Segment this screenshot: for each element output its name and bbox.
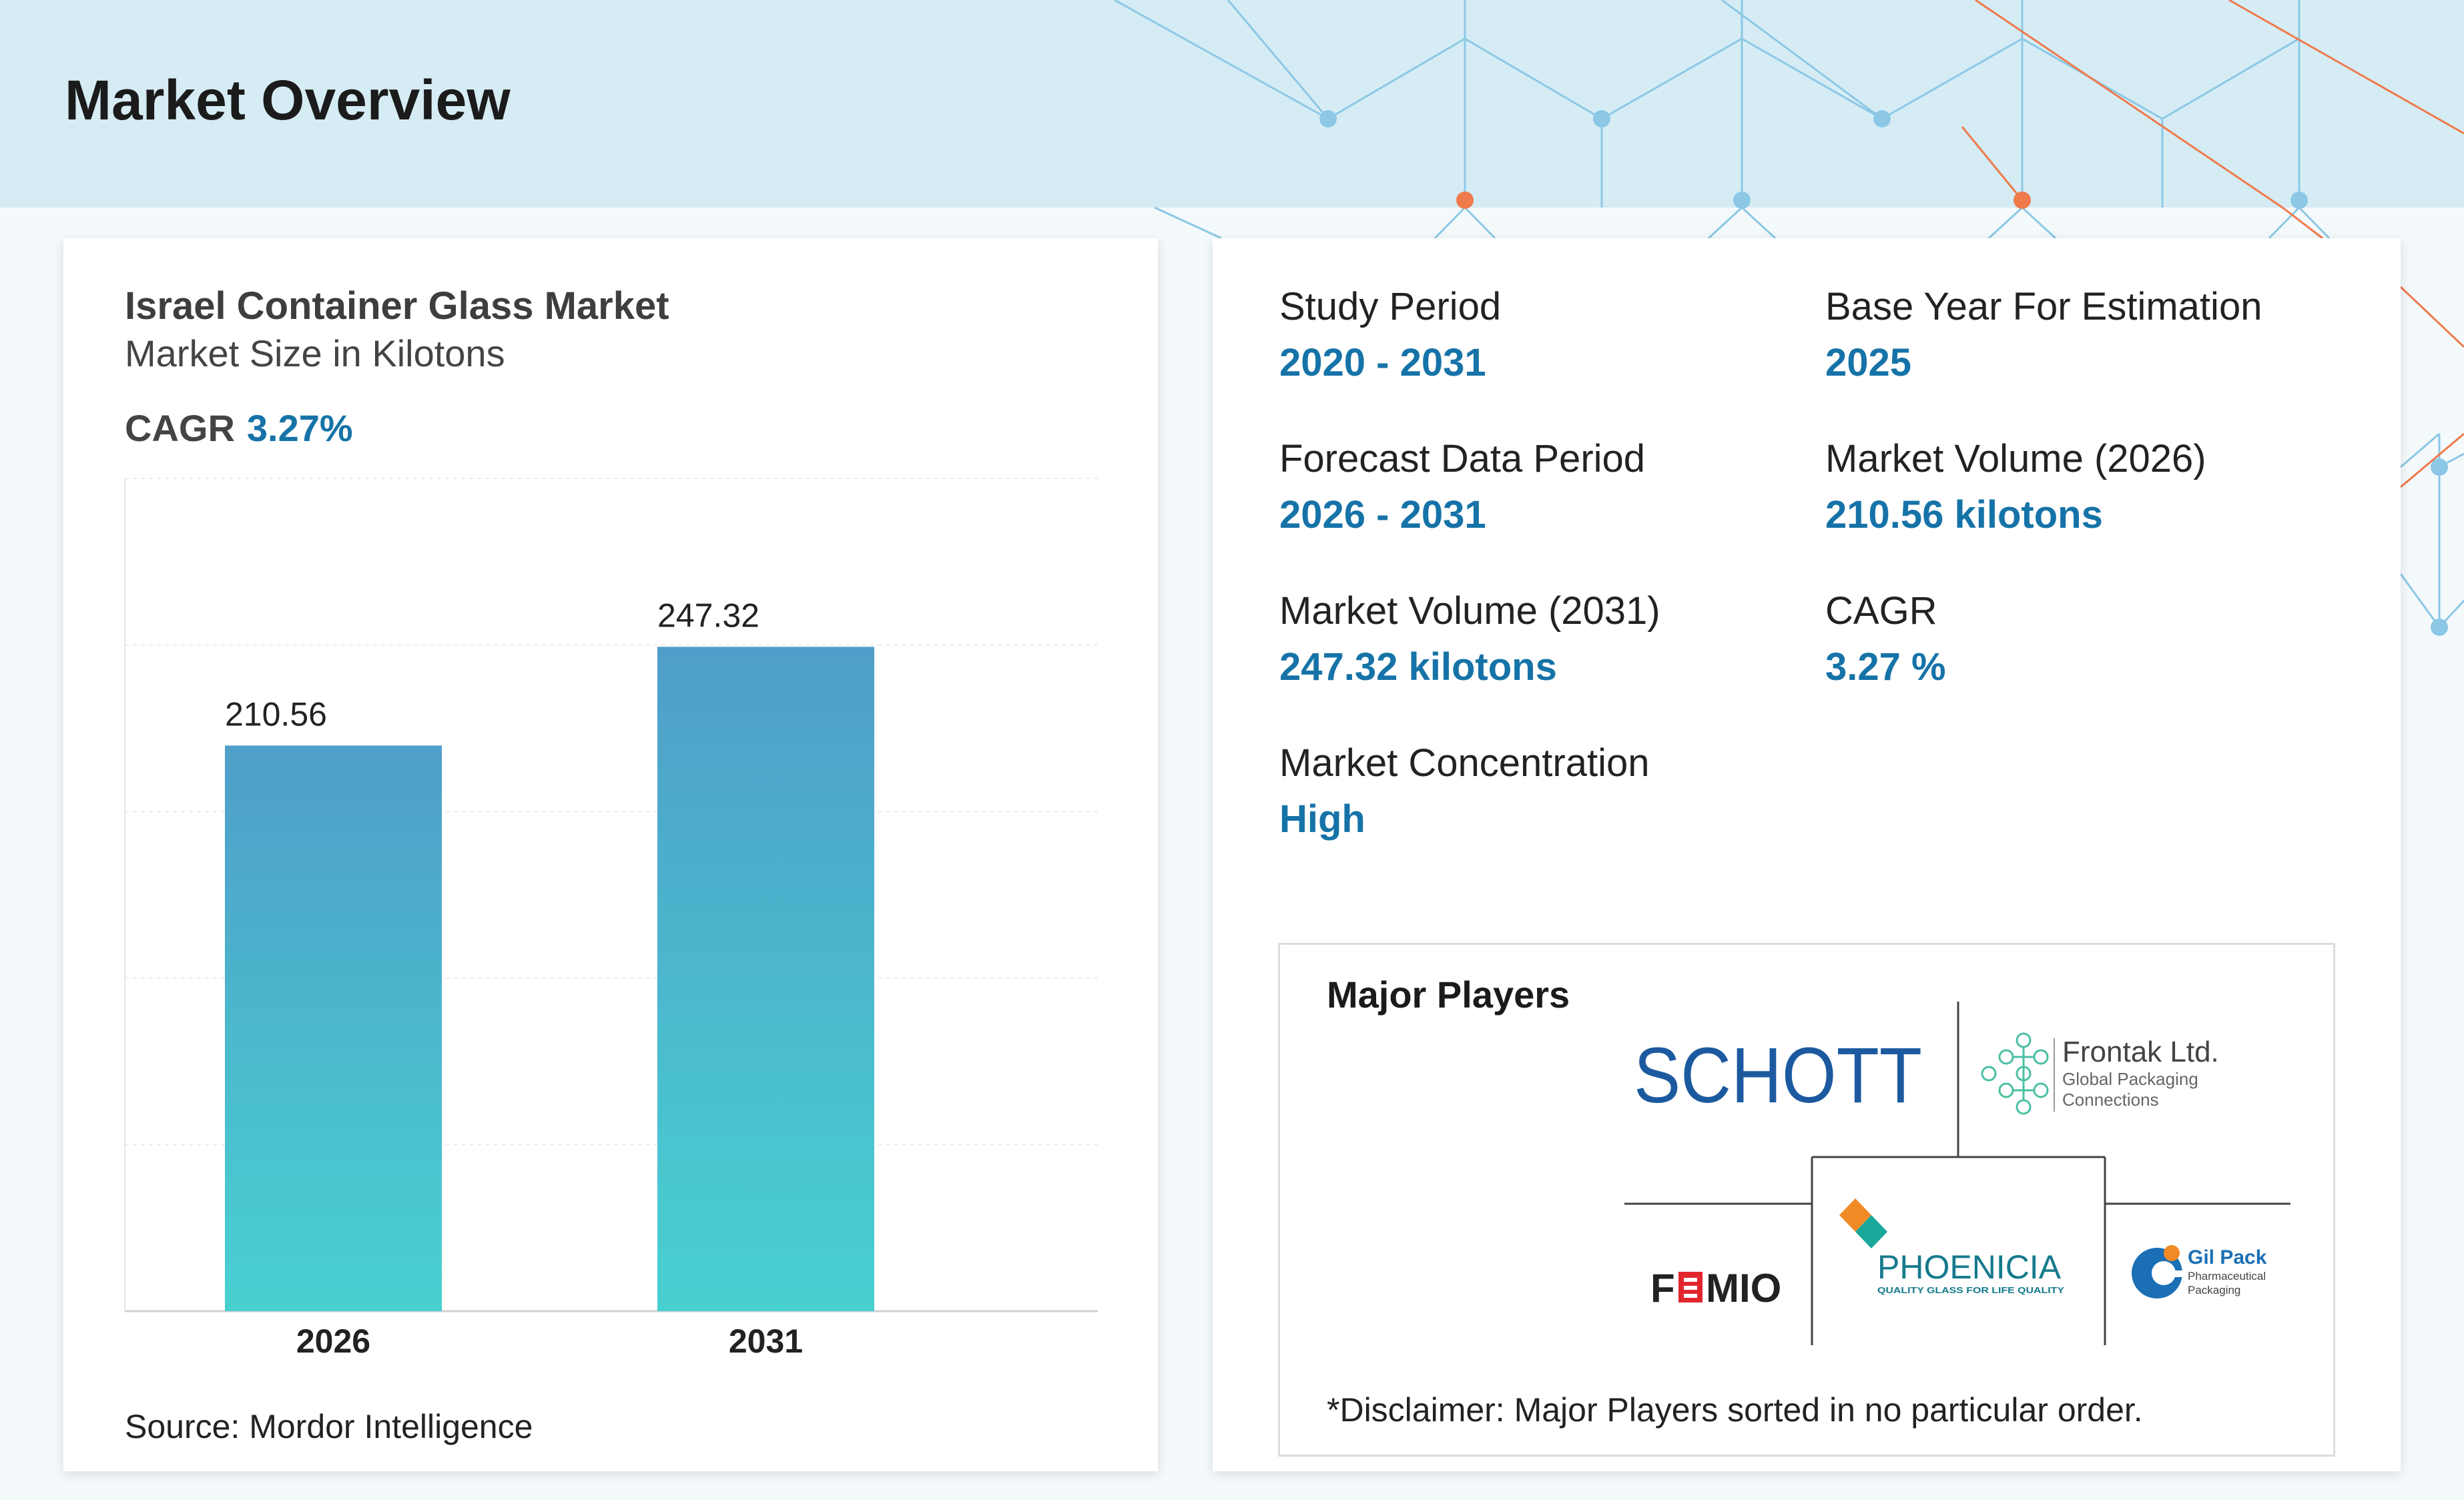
players-disclaimer: *Disclaimer: Major Players sorted in no …	[1327, 1391, 2143, 1429]
frontak-tagline-1: Global Packaging	[2062, 1069, 2198, 1089]
fimio-logo: F MIO	[1650, 1266, 1781, 1310]
stat-forecast-period: Forecast Data Period 2026 - 2031	[1279, 436, 1813, 538]
stat-value: 247.32 kilotons	[1279, 645, 1557, 689]
stat-base-year: Base Year For Estimation 2025	[1825, 284, 2359, 386]
frontak-name: Frontak Ltd.	[2062, 1036, 2219, 1068]
frontak-logo	[1981, 1032, 2055, 1115]
bar-chart: 210.56 2026 247.32 2031	[124, 478, 1098, 1360]
stat-label: CAGR	[1825, 589, 1937, 633]
major-players-logos: SCHOTT Frontak Ltd. Global Packaging Con…	[1624, 1002, 2290, 1345]
x-tick-label: 2031	[729, 1323, 803, 1360]
page-title: Market Overview	[65, 69, 511, 131]
stat-market-concentration: Market Concentration High	[1279, 740, 1813, 842]
gilpack-name: Gil Pack	[2188, 1246, 2267, 1268]
x-tick-label: 2026	[296, 1323, 370, 1360]
bar-value-label: 247.32	[657, 597, 759, 634]
phoenicia-logo: PHOENICIA QUALITY GLASS FOR LIFE QUALITY	[1839, 1198, 2064, 1295]
cagr-summary: CAGR 3.27%	[125, 406, 353, 450]
bar-2026	[225, 745, 442, 1311]
stat-label: Study Period	[1279, 285, 1502, 328]
frontak-tagline-2: Connections	[2062, 1090, 2159, 1110]
cagr-label: CAGR	[125, 407, 235, 449]
bar-2031	[657, 647, 874, 1311]
stat-label: Market Concentration	[1279, 741, 1650, 785]
source-note: Source: Mordor Intelligence	[125, 1408, 533, 1445]
stat-value: 3.27 %	[1825, 645, 1946, 689]
schott-logo-text: SCHOTT	[1634, 1032, 1922, 1120]
stat-market-volume-2031: Market Volume (2031) 247.32 kilotons	[1279, 588, 1813, 690]
market-stats-card: Study Period 2020 - 2031 Base Year For E…	[1213, 238, 2401, 1471]
stat-study-period: Study Period 2020 - 2031	[1279, 284, 1813, 386]
phoenicia-name: PHOENICIA	[1877, 1248, 2062, 1286]
logo-grid-lines	[1624, 1002, 2290, 1345]
market-size-card: Israel Container Glass Market Market Siz…	[63, 238, 1158, 1471]
schott-logo: SCHOTT	[1634, 1032, 1922, 1120]
stat-market-volume-2026: Market Volume (2026) 210.56 kilotons	[1825, 436, 2359, 538]
gilpack-tagline-1: Pharmaceutical	[2188, 1270, 2266, 1282]
major-players-title: Major Players	[1327, 974, 1570, 1016]
stat-value: 2026 - 2031	[1279, 492, 1486, 536]
stat-label: Base Year For Estimation	[1825, 285, 2262, 328]
stat-value: 210.56 kilotons	[1825, 492, 2103, 536]
chart-bars: 210.56 2026 247.32 2031	[225, 597, 874, 1360]
gilpack-logo: Gil Pack Pharmaceutical Packaging	[2132, 1245, 2267, 1298]
chart-subtitle: Market Size in Kilotons	[125, 332, 505, 374]
stat-value: 2025	[1825, 340, 1912, 384]
fimio-letters: MIO	[1706, 1266, 1781, 1310]
bar-value-label: 210.56	[225, 695, 327, 733]
stat-value: 2020 - 2031	[1279, 340, 1486, 384]
phoenicia-tagline: QUALITY GLASS FOR LIFE QUALITY	[1877, 1285, 2064, 1295]
stat-value: High	[1279, 797, 1365, 841]
stat-label: Market Volume (2031)	[1279, 589, 1660, 633]
major-players-panel: Major Players SCHOTT	[1278, 943, 2335, 1457]
fimio-letter: F	[1650, 1266, 1675, 1310]
stat-cagr: CAGR 3.27 %	[1825, 588, 2359, 690]
stat-label: Market Volume (2026)	[1825, 437, 2206, 480]
chart-title: Israel Container Glass Market	[125, 284, 669, 328]
cagr-value: 3.27%	[246, 407, 353, 449]
stat-label: Forecast Data Period	[1279, 437, 1646, 480]
gilpack-tagline-2: Packaging	[2188, 1284, 2240, 1296]
